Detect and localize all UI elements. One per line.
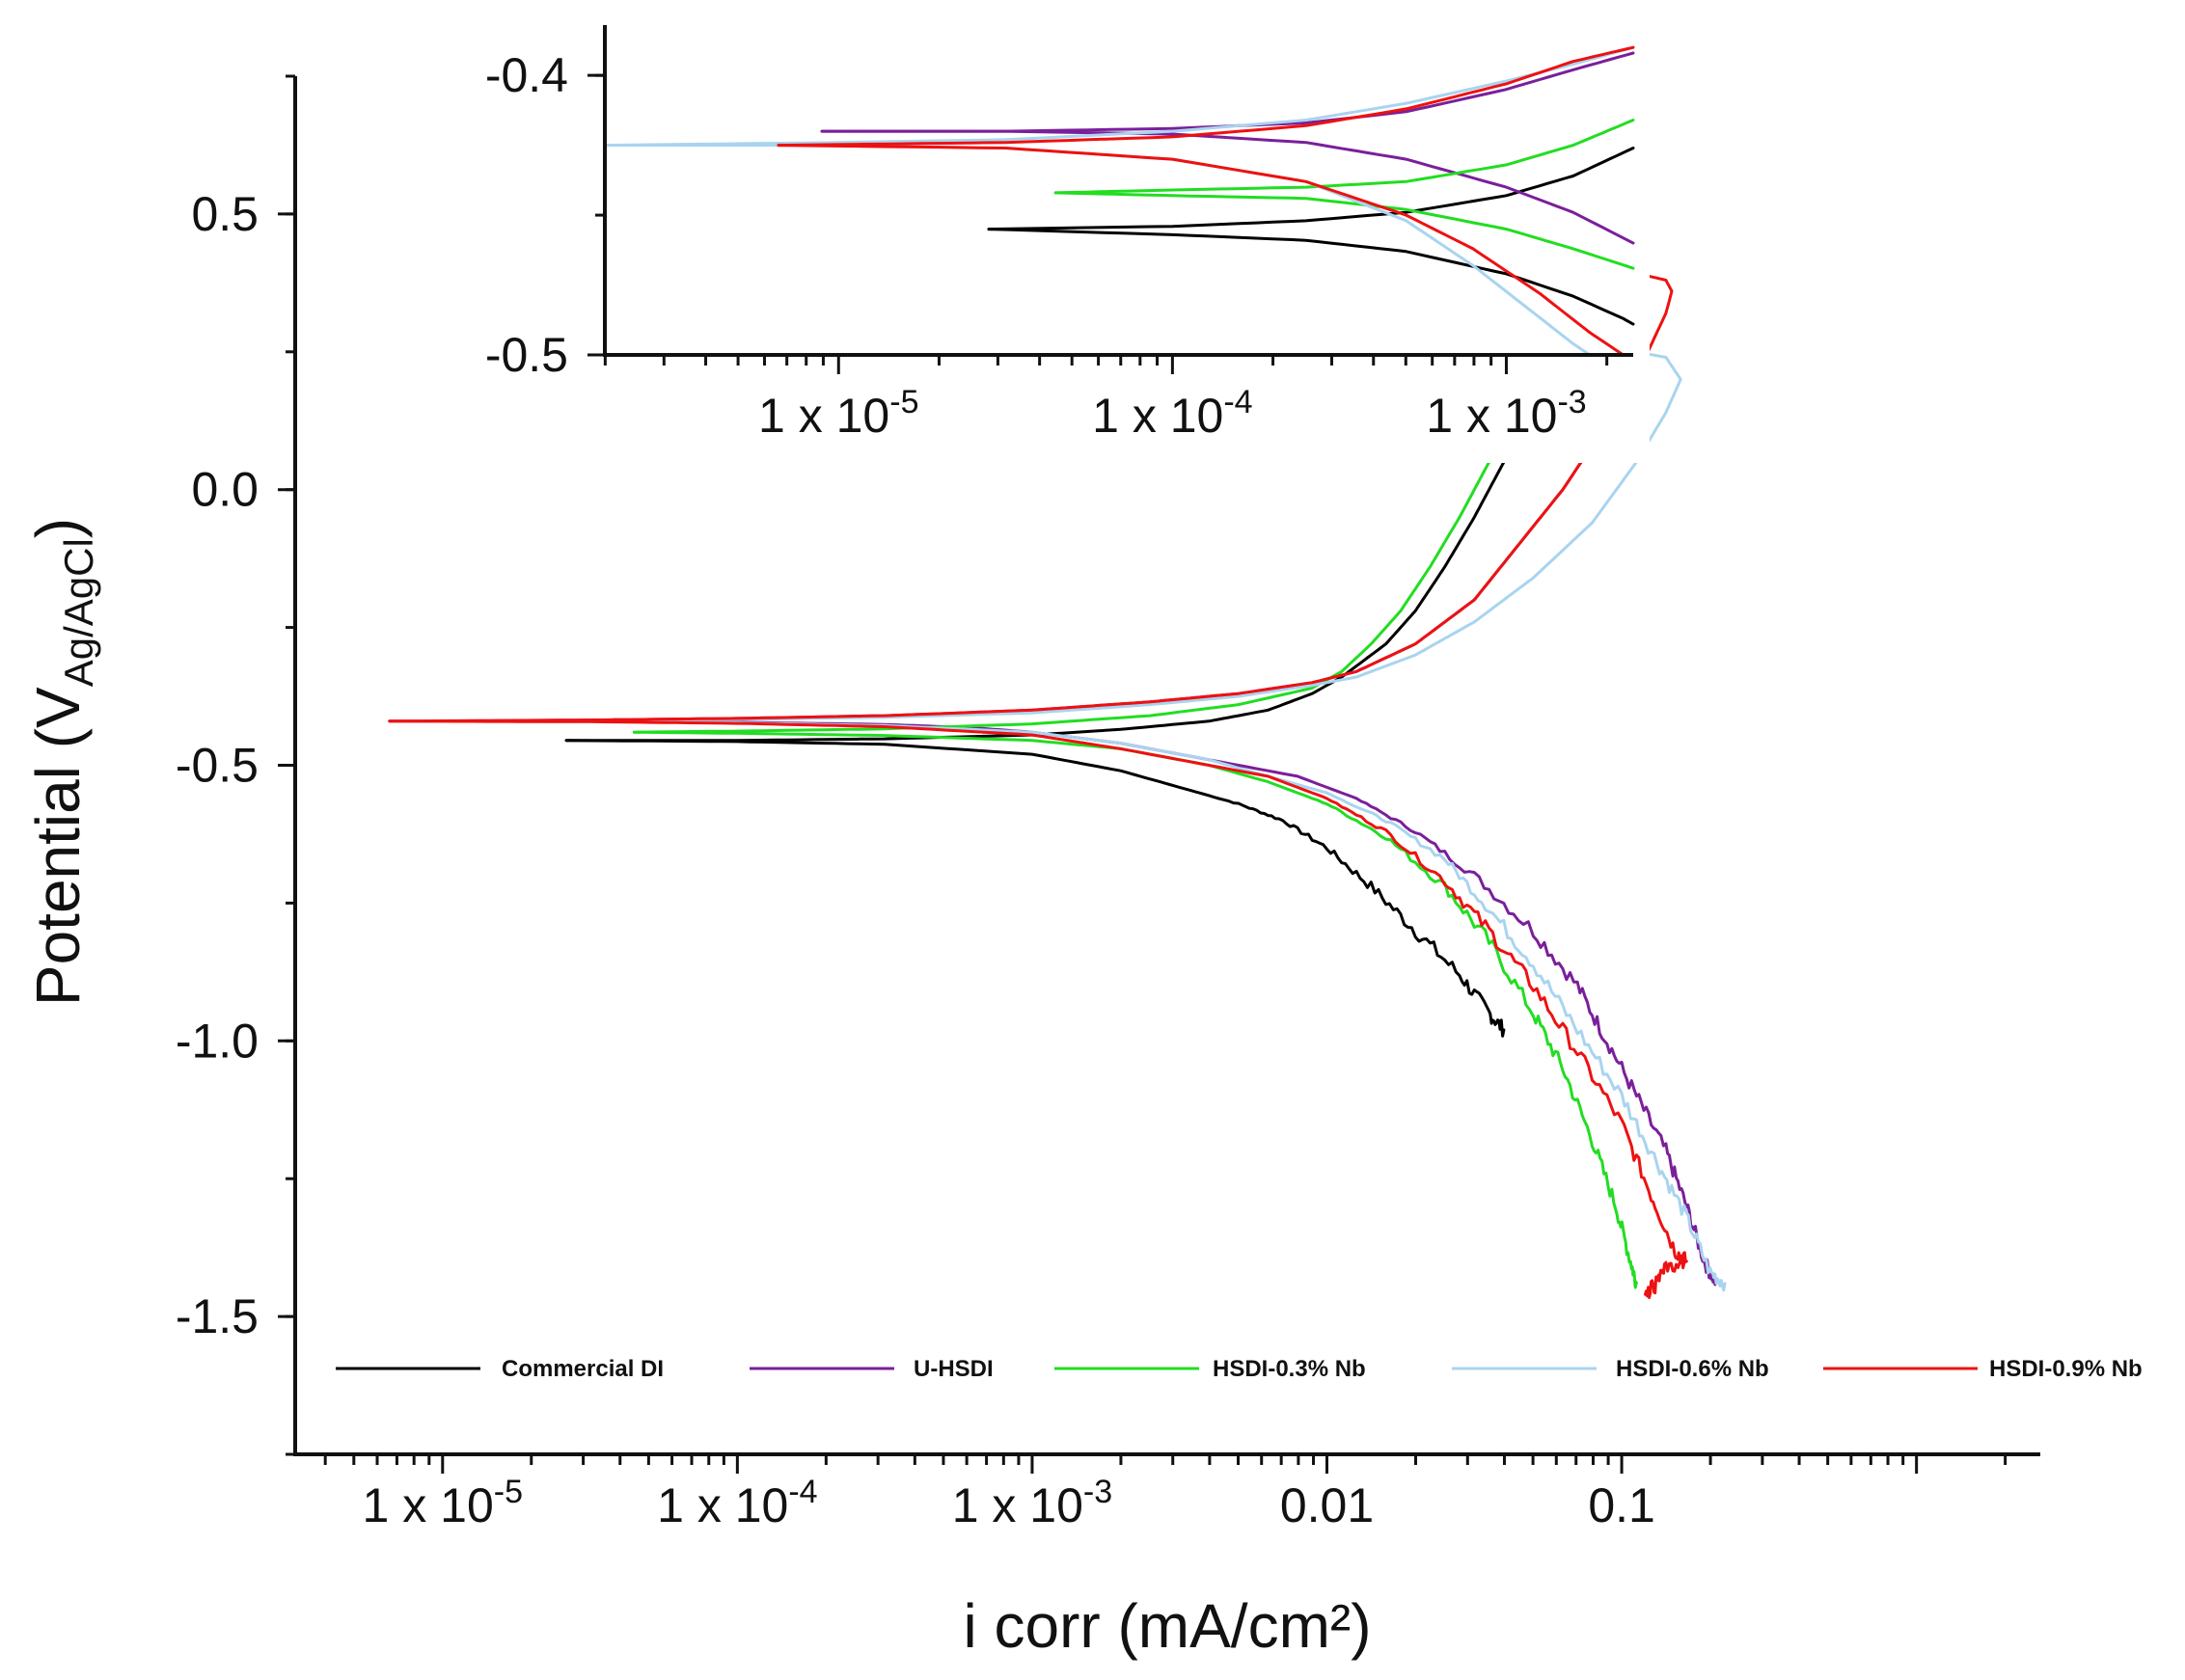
y-axis-title-close: ) bbox=[23, 518, 93, 538]
y-axis-title-subscript: Ag/AgCl bbox=[56, 538, 101, 687]
inset-y-tick-label: -0.4 bbox=[485, 48, 568, 102]
inset-x-tick-label-exponent: -3 bbox=[1557, 384, 1586, 420]
legend: Commercial DI U-HSDI HSDI-0.3% Nb HSDI-0.6%… bbox=[336, 1356, 2143, 1382]
inset-plot: -0.4-0.5 1 x 10-5 1 x 10-4 1 x 10-3 bbox=[444, 0, 1650, 463]
main-x-tick-label-base: 1 x 10 bbox=[952, 1478, 1083, 1532]
main-x-tick-label-base: 0.01 bbox=[1280, 1478, 1374, 1532]
inset-y-ticks: -0.4 -0.5 bbox=[485, 48, 605, 382]
main-y-tick-label: 0.5 bbox=[191, 187, 259, 241]
y-axis-title-main: Potential (V bbox=[23, 687, 93, 1006]
main-series-group bbox=[388, 184, 1727, 1299]
x-axis-title: i corr (mA/cm²) bbox=[963, 1591, 1371, 1661]
main-y-ticks: 0.5 0.0 -0.5 -1.0 -1.5 bbox=[176, 74, 295, 1456]
main-x-tick-label: 1 x 10-4 bbox=[657, 1474, 817, 1532]
legend-label-hsdi-0-6-nb: HSDI-0.6% Nb bbox=[1616, 1356, 1769, 1382]
main-x-tick-label-exponent: -5 bbox=[494, 1474, 523, 1510]
main-x-tick-label-exponent: -4 bbox=[788, 1474, 817, 1510]
main-x-ticks: 1 x 10-5 1 x 10-4 1 x 10-3 0.01 0.1 bbox=[323, 1454, 2007, 1532]
inset-x-ticks: 1 x 10-5 1 x 10-4 1 x 10-3 bbox=[603, 355, 1609, 443]
main-x-tick-label-exponent: -3 bbox=[1083, 1474, 1112, 1510]
main-y-tick-label: -0.5 bbox=[176, 739, 259, 793]
main-x-tick-label: 1 x 10-5 bbox=[363, 1474, 523, 1532]
inset-series-u-hsdi-cathodic bbox=[820, 129, 1635, 245]
main-y-tick-label: 0.0 bbox=[191, 463, 259, 517]
inset-series-group bbox=[603, 45, 1635, 357]
main-series-hsdi-0-6-nb-cathodic bbox=[388, 719, 1727, 1292]
main-series-commercial-di-cathodic bbox=[564, 739, 1506, 1038]
inset-series-hsdi-0-9-nb-anodic bbox=[777, 45, 1635, 148]
inset-x-tick-label: 1 x 10-4 bbox=[1092, 384, 1252, 443]
main-x-tick-label-base: 1 x 10 bbox=[657, 1478, 788, 1532]
main-x-tick-label: 0.01 bbox=[1280, 1478, 1374, 1532]
inset-x-tick-label-exponent: -4 bbox=[1223, 384, 1252, 420]
main-series-hsdi-0-9-nb-cathodic bbox=[388, 719, 1688, 1299]
inset-x-tick-label-base: 1 x 10 bbox=[1426, 389, 1557, 443]
y-axis-title: Potential (VAg/AgCl) bbox=[23, 518, 101, 1006]
inset-series-commercial-di-anodic bbox=[987, 147, 1635, 231]
main-x-tick-label: 1 x 10-3 bbox=[952, 1474, 1112, 1532]
inset-series-hsdi-0-3-nb-anodic bbox=[1053, 119, 1635, 195]
main-plot: 0.50.0-0.5-1.0-1.5 1 x 10-5 1 x 10-4 1 x 1… bbox=[23, 74, 2040, 1661]
inset-x-tick-label: 1 x 10-5 bbox=[758, 384, 918, 443]
inset-x-tick-label: 1 x 10-3 bbox=[1426, 384, 1586, 443]
main-x-tick-label: 0.1 bbox=[1588, 1478, 1655, 1532]
main-series-u-hsdi-cathodic bbox=[426, 719, 1718, 1287]
legend-label-u-hsdi: U-HSDI bbox=[914, 1356, 994, 1382]
main-x-tick-label-base: 0.1 bbox=[1588, 1478, 1655, 1532]
legend-label-commercial-di: Commercial DI bbox=[502, 1356, 664, 1382]
inset-x-tick-label-base: 1 x 10 bbox=[1092, 389, 1223, 443]
inset-series-commercial-di-cathodic bbox=[987, 228, 1635, 326]
inset-x-tick-label-base: 1 x 10 bbox=[758, 389, 889, 443]
legend-label-hsdi-0-9-nb: HSDI-0.9% Nb bbox=[1989, 1356, 2143, 1382]
inset-series-hsdi-0-9-nb-cathodic bbox=[777, 144, 1625, 357]
main-x-tick-label-base: 1 x 10 bbox=[363, 1478, 494, 1532]
inset-y-tick-label: -0.5 bbox=[485, 328, 568, 382]
legend-label-hsdi-0-3-nb: HSDI-0.3% Nb bbox=[1213, 1356, 1366, 1382]
main-series-hsdi-0-3-nb-cathodic bbox=[632, 730, 1638, 1289]
inset-series-hsdi-0-3-nb-cathodic bbox=[1053, 191, 1635, 270]
inset-x-tick-label-exponent: -5 bbox=[889, 384, 918, 420]
main-y-tick-label: -1.5 bbox=[176, 1289, 259, 1343]
main-y-tick-label: -1.0 bbox=[176, 1014, 259, 1068]
